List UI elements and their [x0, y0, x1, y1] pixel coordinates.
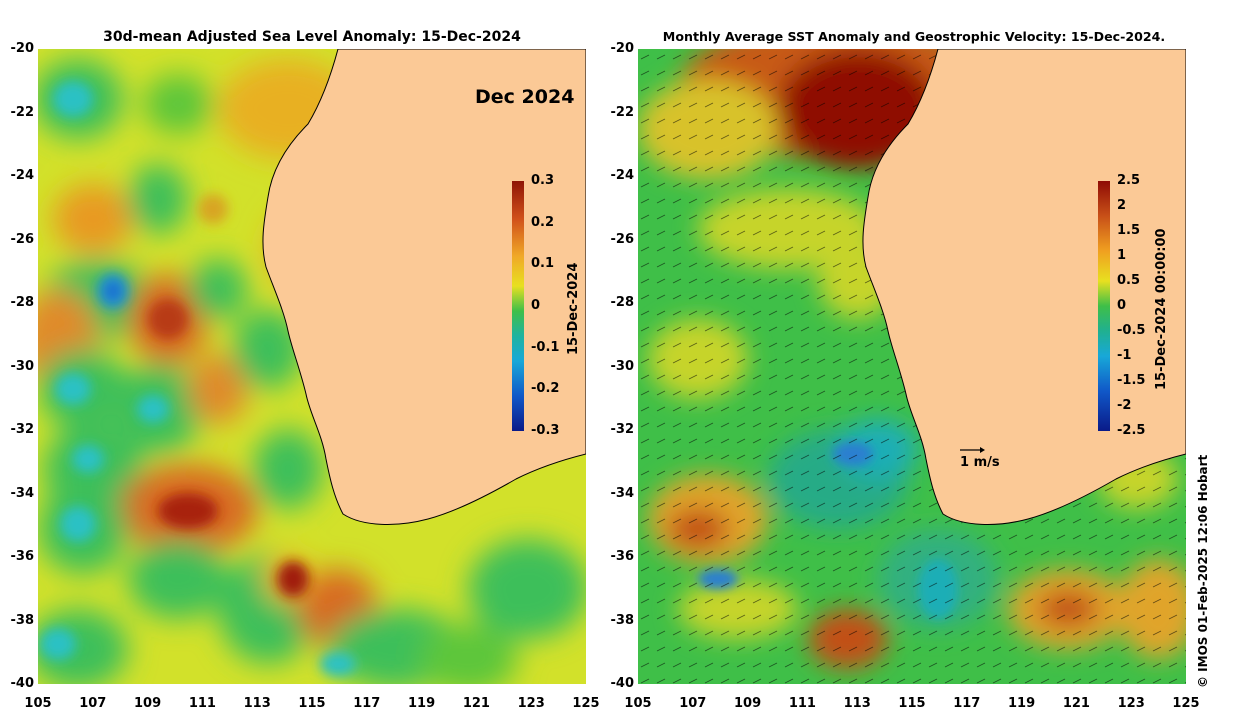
lon-tick-left: 115: [298, 696, 326, 711]
lat-tick-left: -24: [10, 168, 35, 183]
lat-tick-right: -26: [610, 231, 635, 247]
lon-tick-left: 113: [243, 696, 271, 711]
lat-tick-left: -28: [10, 295, 35, 310]
sst-colorbar-title: 15-Dec-2024 00:00:00: [1154, 228, 1169, 390]
lon-tick-left: 123: [517, 696, 545, 711]
lon-tick-right: 117: [953, 696, 981, 711]
lat-tick-right: -24: [610, 168, 635, 183]
lon-tick-left: 125: [572, 696, 600, 711]
lon-tick-left: 109: [134, 696, 162, 711]
sst-colorbar-tick: 2.5: [1117, 173, 1141, 188]
sst-anomaly-map: [638, 49, 1186, 684]
lat-tick-left: -20: [10, 41, 35, 56]
velocity-scale-label: 1 m/s: [960, 455, 1000, 470]
sla-colorbar-title: 15-Dec-2024: [566, 262, 581, 355]
lat-tick-right: -38: [610, 612, 635, 628]
lat-tick-left: -34: [10, 485, 35, 501]
sla-colorbar-tick: -0.2: [531, 381, 560, 397]
sla-colorbar-tick: 0.3: [531, 173, 555, 188]
lon-tick-right: 113: [843, 696, 871, 711]
velocity-scale-arrow: [960, 447, 985, 453]
lon-tick-left: 105: [24, 696, 52, 711]
lat-tick-left: -22: [10, 104, 35, 120]
lon-tick-right: 119: [1008, 696, 1036, 711]
lat-tick-left: -26: [10, 231, 35, 247]
sla-colorbar-tick: -0.1: [531, 339, 560, 355]
lon-tick-right: 121: [1062, 696, 1090, 711]
sla-colorbar-tick: 0.2: [531, 214, 555, 230]
sst-colorbar-tick: -1: [1117, 348, 1132, 363]
sst-colorbar-tick: 1.5: [1117, 223, 1141, 238]
lon-tick-left: 119: [408, 696, 436, 711]
lat-tick-right: -28: [610, 295, 635, 310]
right-map-title: Monthly Average SST Anomaly and Geostrop…: [662, 29, 1166, 44]
lat-tick-right: -32: [610, 422, 635, 437]
lat-tick-left: -30: [10, 358, 35, 374]
sst-colorbar-tick: -0.5: [1117, 323, 1146, 338]
sst-colorbar-tick: 0: [1117, 298, 1127, 313]
left-map-title: 30d-mean Adjusted Sea Level Anomaly: 15-…: [103, 29, 521, 45]
sea-level-anomaly-map: [38, 49, 586, 684]
credit-text: © IMOS 01-Feb-2025 12:06 Hobart: [1196, 454, 1210, 688]
lon-tick-left: 107: [79, 696, 107, 711]
month-badge: Dec 2024: [475, 86, 575, 108]
sst-colorbar-tick: 2: [1117, 198, 1127, 213]
sla-colorbar-tick: 0.1: [531, 256, 555, 272]
lon-tick-right: 109: [734, 696, 762, 711]
lat-tick-right: -40: [610, 676, 635, 691]
lat-tick-right: -30: [610, 358, 635, 374]
lon-tick-right: 105: [624, 696, 652, 711]
sst-colorbar: [1098, 181, 1110, 431]
sst-colorbar-tick: -2: [1117, 398, 1132, 413]
lon-tick-left: 121: [462, 696, 490, 711]
lon-tick-right: 115: [898, 696, 926, 711]
sst-colorbar-tick: -2.5: [1117, 423, 1146, 438]
lat-tick-right: -34: [610, 485, 635, 501]
lon-tick-right: 125: [1172, 696, 1200, 711]
lat-tick-left: -38: [10, 612, 35, 628]
sla-colorbar-tick: -0.3: [531, 423, 560, 438]
lon-tick-right: 123: [1117, 696, 1145, 711]
lon-tick-right: 107: [679, 696, 707, 711]
lat-tick-right: -22: [610, 104, 635, 120]
australia-landmass-left: [262, 49, 586, 525]
sst-colorbar-tick: 0.5: [1117, 273, 1141, 288]
sla-colorbar-tick: 0: [531, 298, 541, 313]
sst-colorbar-tick: 1: [1117, 248, 1127, 263]
sst-colorbar-tick: -1.5: [1117, 373, 1146, 388]
lon-tick-right: 111: [788, 696, 816, 711]
lat-tick-left: -36: [10, 549, 35, 564]
lat-tick-left: -32: [10, 422, 35, 437]
sla-colorbar: [512, 181, 524, 431]
lon-tick-left: 111: [188, 696, 216, 711]
lat-tick-right: -20: [610, 41, 635, 56]
lat-tick-right: -36: [610, 549, 635, 564]
lon-tick-left: 117: [353, 696, 381, 711]
lat-tick-left: -40: [10, 676, 35, 691]
